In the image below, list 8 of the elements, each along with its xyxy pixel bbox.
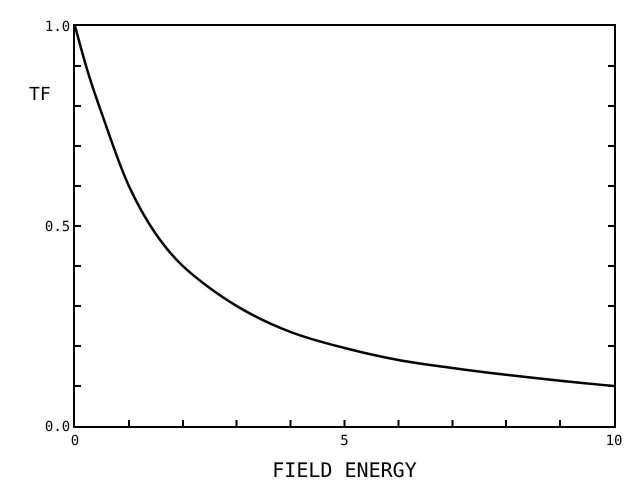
y-tick-label: 0.5 bbox=[44, 218, 70, 235]
x-tick-label: 10 bbox=[606, 432, 622, 449]
y-tick-label: 0.0 bbox=[44, 418, 70, 435]
y-tick-label: 1.0 bbox=[44, 18, 70, 35]
x-tick-label: 5 bbox=[340, 432, 349, 449]
x-axis-title: FIELD ENERGY bbox=[272, 458, 417, 482]
x-tick-label: 0 bbox=[70, 432, 80, 449]
y-axis-title: TF bbox=[29, 84, 51, 105]
